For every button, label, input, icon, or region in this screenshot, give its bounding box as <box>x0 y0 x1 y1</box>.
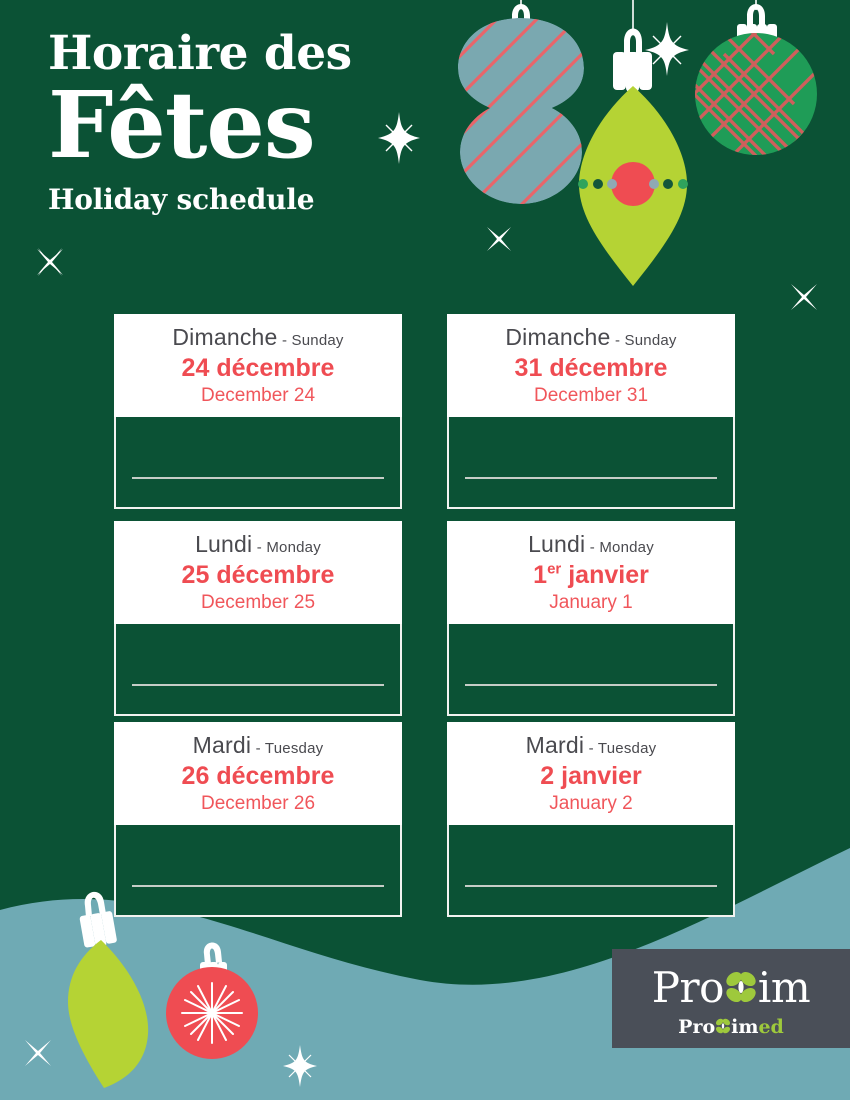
sparkle-star <box>283 1045 317 1087</box>
card-day-en: - Tuesday <box>588 740 657 757</box>
card-date-fr: 24 décembre <box>181 354 335 382</box>
proximed-post: ed <box>758 1016 784 1038</box>
butterfly-x-icon <box>724 960 758 1003</box>
card-date-fr: 1er janvier <box>533 560 649 589</box>
card-day-en: - Tuesday <box>255 740 324 757</box>
poster-subtitle: Holiday schedule <box>48 182 315 216</box>
title-line-2: Fêtes <box>48 71 316 179</box>
card-date-en: December 31 <box>533 385 649 406</box>
card-day-line: Mardi - Tuesday <box>457 734 725 757</box>
card-writing-line <box>465 477 717 479</box>
card-day-fr: Mardi <box>192 732 252 758</box>
card-date-en: December 26 <box>200 793 316 814</box>
x-sparkle <box>25 1040 51 1066</box>
x-sparkle <box>791 284 817 310</box>
card-day-en: - Sunday <box>281 332 344 349</box>
schedule-card: Dimanche - Sunday 31 décembre December 3… <box>447 314 735 509</box>
card-date-en: January 2 <box>549 793 633 814</box>
x-sparkle <box>487 227 511 251</box>
proximed-mid: im <box>731 1016 759 1038</box>
card-date-fr: 31 décembre <box>514 354 668 382</box>
card-header: Mardi - Tuesday 2 janvier January 2 <box>447 722 735 825</box>
schedule-card: Lundi - Monday 1er janvier January 1 <box>447 521 735 716</box>
card-notes-area[interactable] <box>114 825 402 917</box>
butterfly-x-icon-small <box>715 1013 731 1034</box>
x-sparkle <box>37 248 63 276</box>
card-notes-area[interactable] <box>447 624 735 716</box>
proxim-wordmark: Pro im <box>651 960 811 1012</box>
card-header: Mardi - Tuesday 26 décembre December 26 <box>114 722 402 825</box>
card-date-en: December 25 <box>200 592 316 613</box>
schedule-card: Lundi - Monday 25 décembre December 25 <box>114 521 402 716</box>
sparkle-star <box>645 22 689 76</box>
card-header: Lundi - Monday 1er janvier January 1 <box>447 521 735 624</box>
card-day-en: - Monday <box>589 539 654 556</box>
card-day-fr: Lundi <box>528 531 586 557</box>
card-day-line: Dimanche - Sunday <box>457 326 725 349</box>
card-day-line: Mardi - Tuesday <box>124 734 392 757</box>
card-notes-area[interactable] <box>447 417 735 509</box>
card-day-line: Dimanche - Sunday <box>124 326 392 349</box>
card-writing-line <box>465 885 717 887</box>
proxim-logo-panel[interactable]: Pro im Pro <box>612 949 850 1048</box>
card-day-fr: Lundi <box>195 531 253 557</box>
schedule-card: Dimanche - Sunday 24 décembre December 2… <box>114 314 402 509</box>
card-notes-area[interactable] <box>447 825 735 917</box>
card-date-fr: 25 décembre <box>181 561 335 589</box>
card-header: Dimanche - Sunday 31 décembre December 3… <box>447 314 735 417</box>
card-date-en: January 1 <box>549 592 633 613</box>
card-date-fr: 2 janvier <box>540 762 642 790</box>
lime-teardrop-ornament <box>578 0 688 286</box>
card-day-fr: Mardi <box>525 732 585 758</box>
red-starburst-ball-ornament <box>166 942 258 1059</box>
proxim-wordmark-pre: Pro <box>651 963 725 1012</box>
proximed-pre: Pro <box>678 1016 716 1038</box>
schedule-card: Mardi - Tuesday 26 décembre December 26 <box>114 722 402 917</box>
card-writing-line <box>465 684 717 686</box>
card-day-line: Lundi - Monday <box>124 533 392 556</box>
title-line-1: Horaire des <box>48 26 352 81</box>
card-header: Lundi - Monday 25 décembre December 25 <box>114 521 402 624</box>
schedule-card: Mardi - Tuesday 2 janvier January 2 <box>447 722 735 917</box>
card-writing-line <box>132 477 384 479</box>
card-writing-line <box>132 885 384 887</box>
card-day-fr: Dimanche <box>172 324 278 350</box>
card-date-fr: 26 décembre <box>181 762 335 790</box>
card-date-en: December 24 <box>200 385 316 406</box>
card-day-en: - Sunday <box>614 332 677 349</box>
card-day-line: Lundi - Monday <box>457 533 725 556</box>
card-day-en: - Monday <box>256 539 321 556</box>
card-notes-area[interactable] <box>114 417 402 509</box>
lime-teardrop-ornament-bottom <box>68 891 149 1088</box>
sparkle-star <box>378 112 420 164</box>
lattice-ball-ornament <box>695 0 817 155</box>
poster-header: Horaire des Fêtes Holiday schedule <box>48 30 448 216</box>
proximed-wordmark: Pro im ed <box>678 1013 784 1037</box>
card-header: Dimanche - Sunday 24 décembre December 2… <box>114 314 402 417</box>
proxim-wordmark-post: im <box>757 963 811 1012</box>
card-day-fr: Dimanche <box>505 324 611 350</box>
card-notes-area[interactable] <box>114 624 402 716</box>
card-writing-line <box>132 684 384 686</box>
striped-finial-ornament <box>458 0 584 204</box>
